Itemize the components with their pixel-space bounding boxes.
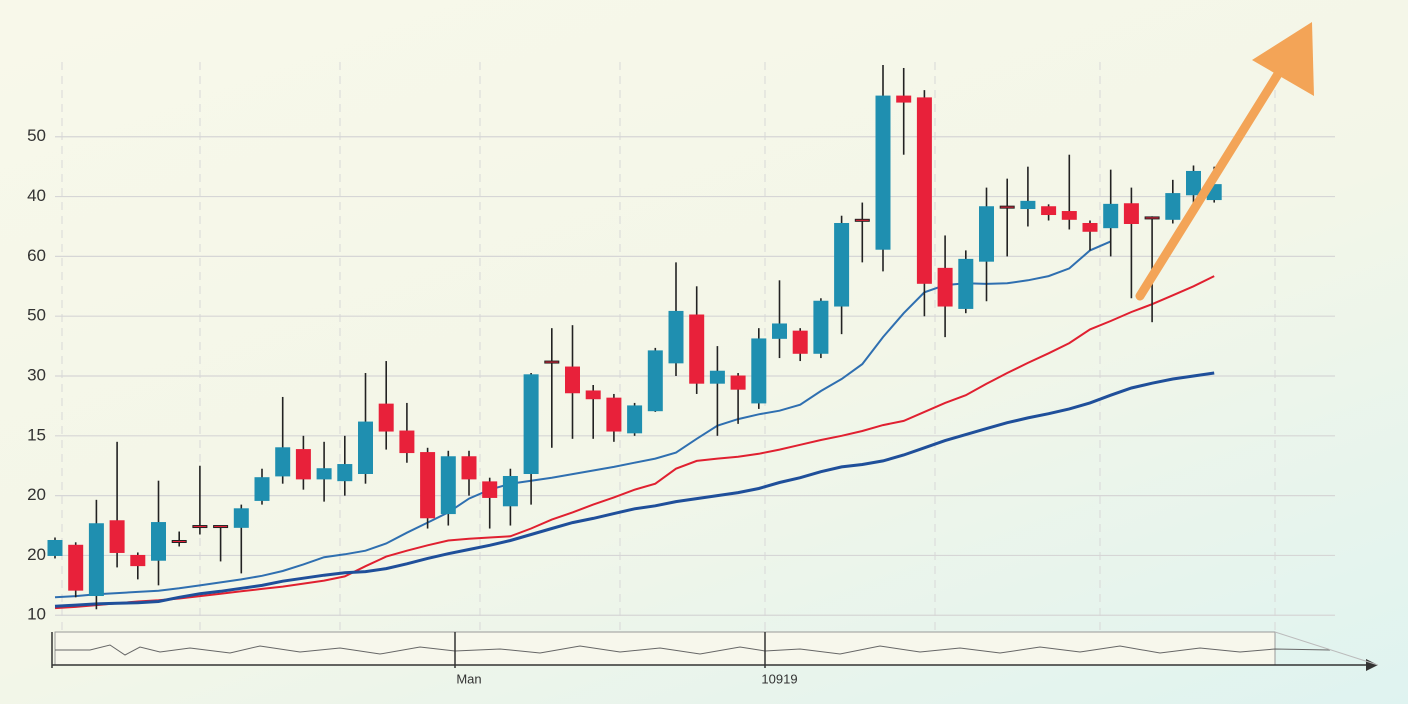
candle-body [337,464,353,482]
candle-body [854,218,870,222]
grid-layer [55,136,1335,616]
moving-average-line [54,240,1112,599]
y-tick-label: 20 [27,545,46,564]
candle-body [792,330,808,354]
candle-body [316,468,332,480]
y-tick-label: 40 [27,186,46,205]
perspective-edge [1274,631,1379,666]
candle-body [937,267,953,307]
candle-body [958,258,974,309]
candle-body [834,222,850,307]
candle-body [47,539,63,556]
candle-body [1165,193,1181,220]
y-tick-label: 50 [27,306,46,325]
trend-arrow-shaft [1135,53,1293,301]
candle-body [896,95,912,103]
candle-body [109,520,125,553]
candle-body [585,390,601,400]
candle-body [1103,203,1119,229]
y-tick-label: 10 [27,605,46,624]
candle-body [233,508,249,528]
candle-body [668,310,684,364]
candle-body [523,374,539,475]
candle-body [68,544,84,591]
line-layer [54,240,1215,610]
candle-body [1082,222,1098,232]
label-layer: 10 20 20 15 30 50 60 40 50 Man 10919 [27,126,798,686]
candle-body [730,375,746,390]
y-tick-label: 30 [27,365,46,384]
y-tick-label: 60 [27,246,46,265]
candle-body [751,338,767,404]
candle-body [709,370,725,384]
moving-average-line [54,371,1215,608]
candle-body [565,366,580,394]
candle-body [461,456,477,480]
candle-body [502,475,518,507]
x-axis-arrowhead [1366,659,1378,671]
x-tick-label: Man [456,671,481,686]
candle-layer [47,64,1222,610]
candle-body [192,525,208,529]
candle-body [689,314,705,384]
y-tick-label: 15 [27,425,46,444]
trend-arrow-head [1252,22,1314,96]
vertical-grid [61,62,1276,635]
candle-body [1041,206,1057,216]
candle-body [88,523,104,597]
candle-body [1186,170,1201,196]
candle-body [1061,211,1077,220]
candle-body [171,539,187,543]
candle-body [130,554,146,567]
candle-body [1020,200,1036,210]
candle-body [875,95,891,250]
candle-body [544,360,560,364]
candle-body [295,449,311,480]
candle-body [916,97,932,284]
oscillator-strip [54,631,1331,668]
candle-body [275,447,291,477]
y-tick-label: 20 [27,485,46,504]
candle-body [440,456,456,515]
y-tick-label: 50 [27,126,46,145]
candle-body [358,421,373,475]
candle-body [772,323,787,339]
candle-body [606,397,622,432]
trend-arrow [1135,22,1314,301]
candle-body [420,452,436,519]
candle-body [647,350,663,412]
oscillator-line [55,644,1331,656]
candle-body [482,481,498,498]
x-tick-label: 10919 [761,671,797,686]
moving-average-line [54,275,1215,610]
candle-body [1123,203,1139,224]
candle-body [979,206,994,262]
candle-body [151,522,166,561]
candle-body [627,405,643,434]
candle-body [1144,216,1160,220]
candle-body [378,403,394,432]
candle-body [213,525,229,529]
candle-body [999,205,1015,209]
candle-body [254,477,270,501]
candle-body [399,430,415,454]
candle-body [813,300,829,354]
